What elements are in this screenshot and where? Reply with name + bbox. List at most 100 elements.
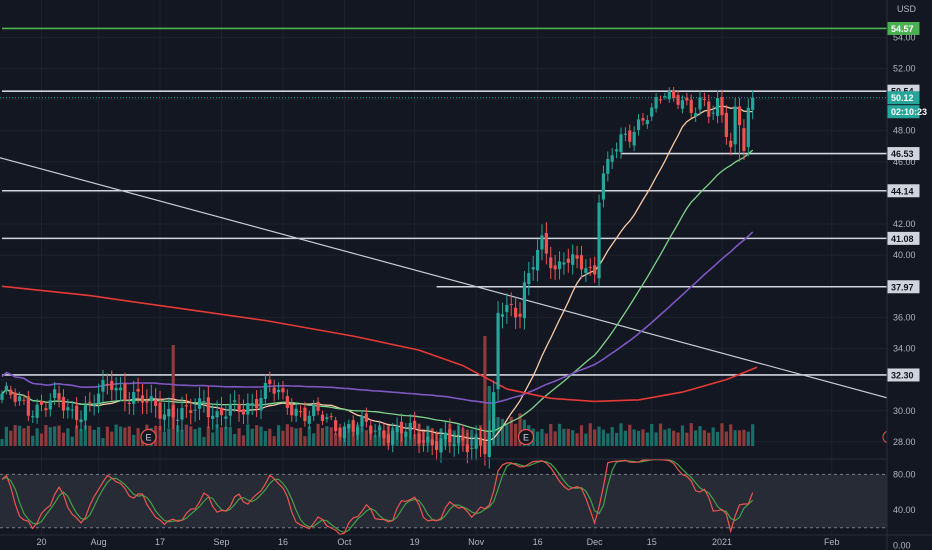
candle [211,404,215,430]
candle-body [689,99,693,113]
volume-bar [487,386,491,446]
candle-body [228,404,232,416]
candle [746,98,750,157]
volume-bar [566,428,570,446]
candle [276,382,281,400]
candle [527,261,531,296]
price-axis-background [887,0,932,550]
price-labels: 54.5750.5450.1202:10:2346.5344.1441.0837… [887,21,927,382]
candle [39,394,44,412]
candle-body [729,140,733,148]
volume-bar [320,428,325,446]
candle-body [619,134,623,153]
candle-body [426,436,430,443]
trendline[interactable] [0,157,907,404]
x-tick-label: Feb [824,537,840,547]
candle-body [211,415,215,419]
price-axis[interactable]: USD 54.00 52.00 48.00 46.00 42.00 40.00 36.00 3… [886,0,932,550]
volume-bar [715,431,720,446]
candle [549,246,553,279]
candle-body [496,312,500,390]
candle [114,377,118,402]
volume-bar [162,431,167,446]
moving-averages [1,105,758,441]
volume-bar [724,431,728,446]
volume-bar [101,438,105,446]
candle [417,424,421,453]
candle [180,396,184,432]
volume-bar [364,430,368,446]
candle [711,105,715,121]
volume-bar [597,426,601,446]
currency-label: USD [897,4,917,14]
price-tag-last: 50.12 [887,91,920,105]
candle-body [557,261,562,270]
volume-bar [509,416,513,446]
y-tick-label: 34.00 [893,344,916,354]
candle [369,419,373,440]
candle-body [527,273,531,285]
volume-bar [325,426,329,446]
candle-body [79,419,83,423]
candle [421,431,426,452]
candle-body [373,430,377,432]
volume-bar [75,425,79,446]
candle-body [588,266,592,268]
candle-body [720,97,724,116]
volume-bar [553,431,557,446]
candle-body [48,400,52,410]
stochastic-k-line [1,458,754,536]
earnings-marker[interactable]: E [140,428,157,446]
candle-body [522,282,527,319]
candle-body [237,404,241,412]
candle [408,414,412,440]
volume-bar [105,426,109,446]
candle-body [176,419,180,421]
stochastic-tick-label: 40.00 [893,505,916,515]
price-tag-background [887,231,920,245]
candle-body [61,397,66,411]
candle [645,115,649,129]
time-axis[interactable]: 20 Aug 17 Sep 16 Oct 19 Nov 16 Dec 15 2021 Feb [0,534,932,547]
candle [404,422,408,446]
candle [176,408,180,433]
volume-bar [241,435,246,446]
volume-bar [483,336,487,446]
candle-body [395,425,399,433]
candle-body [171,405,175,418]
volume-bar [588,423,592,446]
candle [377,420,382,437]
x-tick-label: 16 [533,537,543,547]
candle [193,398,197,422]
earnings-marker[interactable]: E [517,428,535,446]
horizontal-levels[interactable] [0,27,887,376]
candle [522,270,527,330]
candle [373,424,377,438]
candle-body [676,95,680,105]
candle-body [514,307,518,318]
candle-body [391,430,395,445]
candle [92,394,96,416]
candle [531,255,535,281]
candle [325,413,329,423]
volume-bar [707,432,711,446]
candle [751,90,755,120]
volume-bar [636,430,641,446]
volume-bar [57,425,61,446]
candle-body [663,96,667,98]
x-tick-label: Oct [337,537,352,547]
volume-bar [176,425,180,446]
volume-bar [193,429,197,446]
volume-bar [110,431,114,446]
candle-body [9,389,13,395]
volume-bar [347,424,351,446]
volume-bar [127,426,131,446]
candle-body [746,107,750,148]
candle [79,410,83,432]
volume-bar [263,430,267,446]
candle [426,426,430,453]
y-tick-labels: 54.00 52.00 48.00 46.00 42.00 40.00 36.00 34.00… [893,32,916,447]
volume-bar [35,428,39,446]
